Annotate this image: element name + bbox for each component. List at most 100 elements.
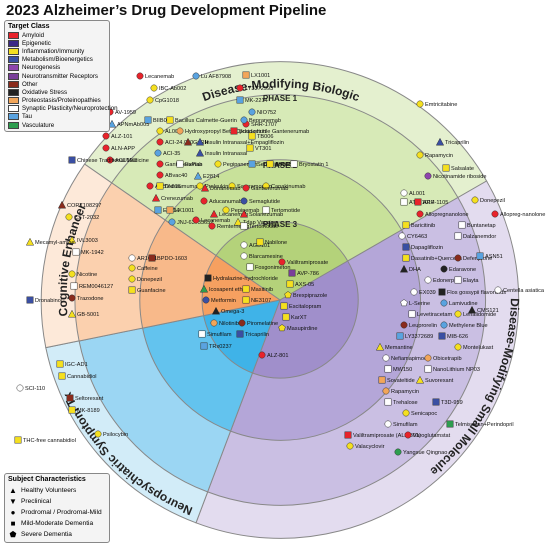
drug-label: Sovateltide [387,378,415,384]
drug-escitalopram: Escitalopram [280,302,322,310]
drug-abvac40: ABvac40 [156,171,187,179]
drug-dapagliflozin: Dapagliflozin [402,243,443,251]
drug-label: AGB101 [249,243,270,249]
drug-avp-786: AVP-786 [288,269,319,277]
circle-marker-icon [106,156,114,164]
drug-tertomotide: Tertomotide [240,222,278,230]
legend-symbol-icon: ● [10,507,16,517]
drug-cy6463: CY6463 [398,232,427,240]
legend-target-label: Oxidative Stress [22,88,68,96]
drug-label: ALZ-101 [111,134,132,140]
phase-3-label: PHASE 3 [263,220,298,229]
drug-label: KarXT [291,315,307,321]
drug-label: Tricaprilin [445,140,469,146]
circle-marker-icon [65,213,73,221]
legend-swatch [8,39,19,47]
drug-label: BIIB080 [153,118,173,124]
drug-rem0046127: REM0046127 [70,282,113,290]
drug-label: Lu AF87908 [201,74,231,80]
drug-label: IBC-Ab002 [159,86,186,92]
circle-marker-icon [102,144,110,152]
circle-marker-icon [440,265,448,273]
square-marker-icon [176,160,184,168]
circle-marker-icon [384,420,392,428]
drug-label: AV-1959 [115,110,136,116]
drug-semaglutide: Semaglutide [240,197,280,205]
square-marker-icon [256,238,264,246]
legend-subject-item: ■ Mild-Moderate Dementia [8,518,106,529]
triangle-marker-icon [199,284,209,293]
square-marker-icon [408,310,416,318]
drug-label: Valiltramiprosate [287,260,328,266]
drug-label: Aducanumab [209,199,242,205]
square-marker-icon [424,365,432,373]
square-marker-icon [26,296,34,304]
triangle-marker-icon [183,137,193,146]
circle-marker-icon [236,84,244,92]
square-marker-icon [384,398,392,406]
square-marker-icon [242,296,250,304]
drug-senicapoc: Senicapoc [402,409,437,417]
drug-label: IGC-AD1 [65,362,88,368]
square-marker-icon [72,248,80,256]
square-marker-icon [396,332,404,340]
drug-label: Simufilam [393,422,418,428]
drug-blarcamesine: Blarcamesine [240,252,283,260]
drug-brain-shuttle-gantenerumab: Brain-shuttle Gantenerumab [230,127,309,135]
drug-cms121: CMS121 [467,305,499,314]
circle-marker-icon [196,182,204,190]
drug-label: Insulin Intranasal [205,151,247,157]
drug-gantenerumab: Gantenerumab [156,160,202,168]
drug-nio752: NIO752 [248,108,276,116]
square-marker-icon [156,182,164,190]
drug-label: AXS-05 [295,282,314,288]
drug-label: Dasatinib+Quercetin [411,256,462,262]
drug-label: Salsalate [451,166,474,172]
drug-label: Canakinumab [271,184,306,190]
triangle-marker-icon [467,305,477,314]
legend-target-label: Proteostasis/Proteinopathies [22,97,101,105]
square-marker-icon [438,288,446,296]
drug-label: T3D-959 [441,400,463,406]
square-marker-icon [458,221,466,229]
drug-label: Solanezumab [249,212,283,218]
legend-target-label: Epigenetic [22,39,51,47]
circle-marker-icon [68,294,76,302]
drug-alz-101: ALZ-101 [102,132,132,140]
triangle-marker-icon [211,306,221,315]
square-marker-icon [402,221,410,229]
triangle-marker-icon [67,309,77,318]
circle-marker-icon [404,431,412,439]
drug-masitinib: Masitinib [242,285,273,293]
drug-alz-801: ALZ-801 [258,351,288,359]
drug-insulin-intranasal-empagliflozin: Insulin Intranasal+Empagliflozin [195,137,284,146]
page-title: 2023 Alzheimer’s Drug Development Pipeli… [6,2,327,19]
legend-subject-item: ▼ Preclinical [8,496,106,507]
drug-label: ABvac40 [165,173,187,179]
drug-label: Dapagliflozin [411,245,443,251]
square-marker-icon [454,276,462,284]
drug-donanemab: Donanemab [200,183,240,192]
drug-label: TB006 [257,134,273,140]
drug-al001: AL001 [400,189,425,197]
drug-axs-05: AXS-05 [286,280,314,288]
drug-label: Dalzanemdor [463,234,496,240]
triangle-marker-icon [195,148,205,157]
legend-swatch [8,31,19,39]
circle-marker-icon [242,184,250,192]
legend-swatch [8,121,19,129]
square-marker-icon [414,198,422,206]
square-marker-icon [246,263,254,271]
legend-target-item: Tau [8,113,106,121]
circle-marker-icon [240,197,248,205]
drug-nilotinib: Nilotinib [210,319,239,327]
drug-tdap-vaccine: Tdap Vaccine [233,217,277,226]
drug-label: Methylene Blue [449,323,488,329]
drug-label: Donepezil [480,198,505,204]
drug-nefiamapimod: Nefiamapimod [382,354,427,362]
legend-target-item: Neurotransmitter Receptors [8,72,106,80]
drug-label: Trehalose [393,400,418,406]
drug-nabilone: Nabilone [256,238,287,246]
legend-target-label: Synaptic Plasticity/Neuroprotection [22,105,118,113]
drug-psilocybin: Psilocybin [94,430,128,438]
